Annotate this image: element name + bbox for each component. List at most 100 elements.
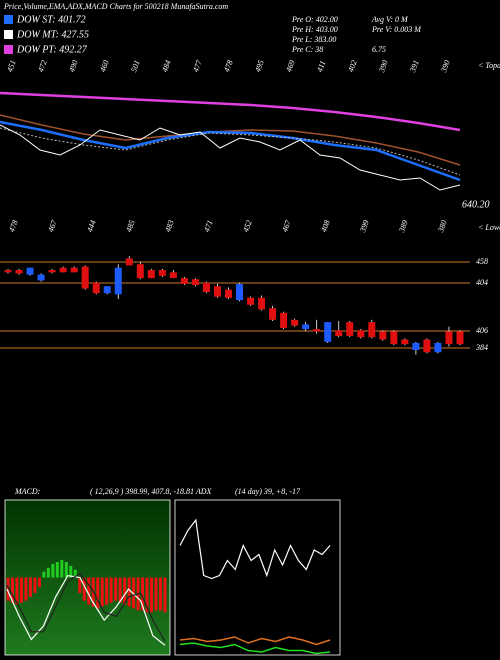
- adx-panel: [174, 499, 341, 656]
- candle-body: [401, 339, 409, 345]
- candle-body: [390, 331, 398, 345]
- candle-body: [48, 270, 56, 273]
- level-label: 458: [476, 257, 488, 266]
- macd-bar: [105, 577, 109, 605]
- macd-bar: [73, 569, 77, 578]
- bottom-label: 408: [319, 219, 332, 233]
- macd-bar: [118, 577, 122, 603]
- candle-body: [335, 330, 343, 337]
- candle-body: [324, 322, 332, 342]
- level-label: 384: [475, 343, 488, 352]
- candle-body: [280, 312, 288, 328]
- candle-body: [125, 258, 133, 266]
- macd-line: [6, 574, 166, 646]
- macd-bar: [19, 577, 23, 603]
- macd-params: ( 12,26,9 ) 398.99, 407.8, -18.81 ADX: [90, 487, 213, 496]
- legend-label: DOW PT: 492.27: [16, 44, 88, 55]
- macd-bar: [10, 577, 14, 603]
- macd-bar: [15, 577, 19, 605]
- bottom-label: 467: [46, 218, 59, 233]
- macd-bar: [78, 577, 82, 593]
- candle-body: [136, 264, 144, 279]
- candle-body: [114, 267, 122, 295]
- top-label: 501: [129, 59, 142, 73]
- macd-bar: [163, 577, 167, 613]
- macd-bar: [51, 563, 55, 578]
- candle-body: [37, 274, 45, 281]
- macd-bar: [33, 577, 37, 593]
- level-label: 404: [476, 278, 488, 287]
- bottom-label: 483: [163, 219, 176, 233]
- legend-swatch: [4, 15, 13, 24]
- candle-body: [70, 267, 78, 273]
- info-text: Pre C: 38: [291, 45, 323, 54]
- candle-body: [269, 308, 277, 320]
- top-label: 490: [67, 59, 80, 73]
- macd-bar: [55, 562, 59, 578]
- bottom-label: 467: [280, 218, 293, 233]
- top-label: 469: [284, 59, 297, 73]
- last-label: 640.20: [462, 199, 490, 210]
- candle-body: [169, 272, 177, 279]
- bottom-label: 485: [124, 219, 137, 233]
- macd-bar: [145, 577, 149, 613]
- level-label: 406: [476, 326, 488, 335]
- candle-body: [26, 267, 34, 275]
- candle-body: [456, 331, 464, 345]
- top-label: 390: [377, 59, 390, 74]
- macd-bar: [37, 577, 41, 588]
- adx-line: [179, 518, 331, 580]
- top-label: 390: [439, 59, 452, 74]
- candle-body: [346, 322, 354, 337]
- info-text: Avg V: 0 M: [371, 15, 409, 24]
- price-line: [0, 124, 461, 191]
- macd-bar: [69, 565, 73, 578]
- macd-bar: [82, 577, 86, 601]
- candle-body: [191, 279, 199, 286]
- macd-bar: [87, 577, 91, 605]
- info-text: Pre L: 383.00: [291, 35, 336, 44]
- bottom-label: 444: [85, 219, 98, 233]
- macd-bar: [109, 577, 113, 603]
- candle-body: [423, 339, 431, 353]
- price-line: [0, 91, 461, 132]
- candle-body: [434, 342, 442, 353]
- candle-body: [4, 270, 12, 273]
- candle-body: [313, 329, 321, 332]
- candle-body: [445, 331, 453, 345]
- top-label: 411: [315, 60, 327, 74]
- top-label: 472: [36, 59, 49, 73]
- candle-body: [103, 286, 111, 294]
- bottom-label: 478: [7, 219, 20, 233]
- macd-bar: [24, 577, 28, 601]
- info-text: Pre H: 403.00: [291, 25, 338, 34]
- adx-line: [179, 636, 331, 646]
- top-label: 478: [222, 59, 235, 73]
- candle-body: [247, 297, 255, 305]
- top-label: 477: [191, 58, 204, 73]
- bottom-label: 452: [241, 219, 254, 233]
- top-label: 495: [253, 59, 266, 73]
- candle-body: [291, 319, 299, 326]
- legend-label: DOW MT: 427.55: [16, 29, 89, 40]
- macd-bar: [6, 577, 10, 601]
- legend-swatch: [4, 45, 13, 54]
- macd-bar: [60, 560, 64, 578]
- candle-body: [368, 322, 376, 338]
- macd-bar: [96, 577, 100, 609]
- macd-bar: [132, 577, 136, 609]
- macd-bar: [141, 577, 145, 611]
- chart-title: Price,Volume,EMA,ADX,MACD Charts for 500…: [3, 2, 228, 11]
- candle-body: [412, 342, 420, 350]
- candle-body: [81, 266, 89, 289]
- top-label: 391: [408, 59, 421, 74]
- candle-body: [202, 282, 210, 293]
- macd-label: MACD:: [14, 487, 41, 496]
- candle-body: [379, 331, 387, 340]
- macd-bar: [28, 577, 32, 597]
- macd-bar: [64, 562, 68, 578]
- candle-body: [224, 289, 232, 298]
- candle-body: [213, 286, 221, 297]
